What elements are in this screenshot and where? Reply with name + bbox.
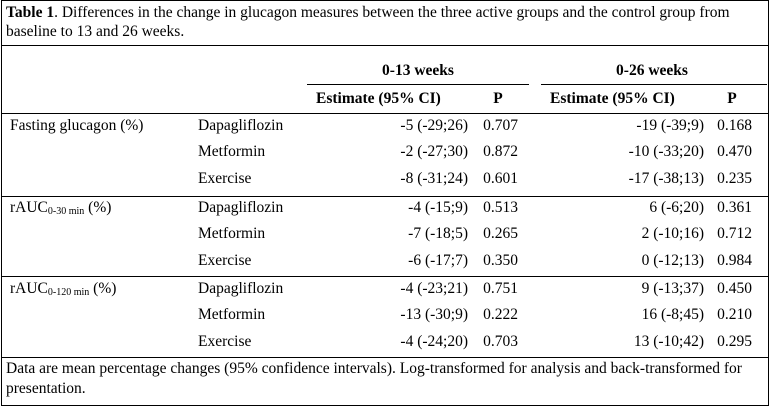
rule-bottom <box>2 357 768 358</box>
row-measure: rAUC0-30 min (%) <box>10 199 111 221</box>
table-caption: Table 1. Differences in the change in gl… <box>6 3 766 41</box>
row-group: Dapagliflozin <box>198 117 284 134</box>
header-group-13w: 0-13 weeks <box>382 62 454 79</box>
header-p-26w: P <box>727 90 737 107</box>
rule-top <box>2 45 768 46</box>
cell-p-26w: 0.295 <box>717 333 752 350</box>
cell-estimate-13w: -6 (-17;7) <box>408 252 468 269</box>
cell-p-13w: 0.707 <box>483 117 518 134</box>
cell-p-13w: 0.872 <box>483 143 518 160</box>
measure-base: rAUC <box>10 280 48 297</box>
cell-estimate-13w: -4 (-24;20) <box>400 333 468 350</box>
cell-estimate-26w: -10 (-33;20) <box>628 143 704 160</box>
row-group: Exercise <box>198 252 252 269</box>
cell-estimate-13w: -5 (-29;26) <box>400 117 468 134</box>
cell-p-26w: 0.450 <box>717 280 752 297</box>
rule-header-bottom <box>2 113 768 114</box>
header-p-13w: P <box>493 90 503 107</box>
cell-p-13w: 0.222 <box>483 306 518 323</box>
rule-group-26w <box>541 84 767 85</box>
rule-section-1 <box>2 196 768 197</box>
cell-p-13w: 0.513 <box>483 199 518 216</box>
cell-estimate-26w: 6 (-6;20) <box>649 199 704 216</box>
cell-p-26w: 0.361 <box>717 199 752 216</box>
cell-estimate-13w: -13 (-30;9) <box>400 306 468 323</box>
row-group: Dapagliflozin <box>198 199 284 216</box>
cell-estimate-13w: -2 (-27;30) <box>400 143 468 160</box>
cell-p-26w: 0.235 <box>717 170 752 187</box>
cell-estimate-26w: 13 (-10;42) <box>633 333 704 350</box>
row-group: Metformin <box>198 306 266 323</box>
row-group: Metformin <box>198 225 266 242</box>
cell-estimate-13w: -8 (-31;24) <box>400 170 468 187</box>
cell-p-13w: 0.350 <box>483 252 518 269</box>
cell-p-26w: 0.168 <box>717 117 752 134</box>
header-estimate-26w: Estimate (95% CI) <box>550 90 675 107</box>
cell-estimate-26w: 16 (-8;45) <box>641 306 704 323</box>
measure-subscript: 0-30 min <box>47 206 85 217</box>
cell-p-13w: 0.601 <box>483 170 518 187</box>
row-group: Exercise <box>198 333 252 350</box>
cell-estimate-26w: 2 (-10;16) <box>641 225 704 242</box>
row-group: Exercise <box>198 170 252 187</box>
rule-section-2 <box>2 276 768 277</box>
cell-estimate-13w: -4 (-15;9) <box>408 199 468 216</box>
row-group: Metformin <box>198 143 266 160</box>
cell-estimate-26w: -17 (-38;13) <box>628 170 704 187</box>
measure-subscript: 0-120 min <box>47 287 90 298</box>
cell-estimate-26w: 9 (-13;37) <box>641 280 704 297</box>
cell-p-13w: 0.703 <box>483 333 518 350</box>
header-estimate-13w: Estimate (95% CI) <box>316 90 441 107</box>
cell-p-26w: 0.712 <box>717 225 752 242</box>
cell-p-26w: 0.470 <box>717 143 752 160</box>
row-group: Dapagliflozin <box>198 280 284 297</box>
table-footnote: Data are mean percentage changes (95% co… <box>6 360 742 397</box>
header-group-26w: 0-26 weeks <box>616 62 688 79</box>
cell-p-13w: 0.751 <box>483 280 518 297</box>
measure-unit: (%) <box>84 199 112 216</box>
measure-unit: (%) <box>89 280 117 297</box>
row-measure: Fasting glucagon (%) <box>10 117 144 134</box>
cell-p-13w: 0.265 <box>483 225 518 242</box>
cell-estimate-13w: -7 (-18;5) <box>408 225 468 242</box>
cell-estimate-26w: -19 (-39;9) <box>636 117 704 134</box>
table-label: Table 1 <box>6 4 55 21</box>
caption-text: . Differences in the change in glucagon … <box>6 4 730 40</box>
rule-group-13w <box>307 84 529 85</box>
measure-base: rAUC <box>10 199 48 216</box>
cell-p-26w: 0.984 <box>717 252 752 269</box>
row-measure: rAUC0-120 min (%) <box>10 280 116 302</box>
cell-p-26w: 0.210 <box>717 306 752 323</box>
cell-estimate-13w: -4 (-23;21) <box>400 280 468 297</box>
cell-estimate-26w: 0 (-12;13) <box>641 252 704 269</box>
